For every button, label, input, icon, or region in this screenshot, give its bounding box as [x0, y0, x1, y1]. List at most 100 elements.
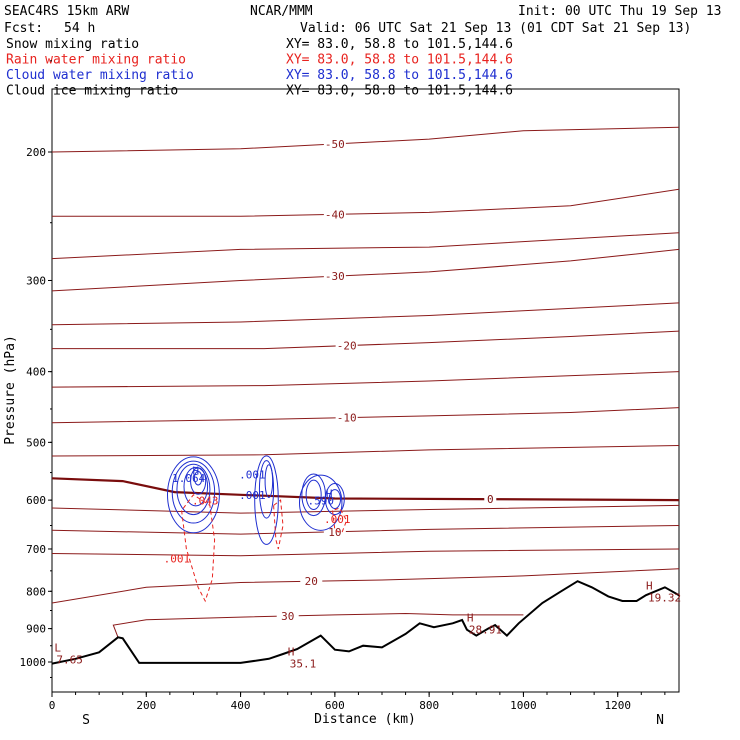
y-tick-label: 1000 [20, 656, 47, 669]
isotherm-line [52, 525, 679, 535]
extremum-value: 7.65 [56, 654, 83, 667]
y-tick-label: 300 [26, 274, 46, 287]
extremum-mark: H [288, 646, 295, 659]
rain-contour [181, 494, 216, 603]
isotherm-label: -30 [325, 270, 345, 283]
cloud-water-label: H [326, 487, 333, 500]
y-tick-label: 900 [26, 623, 46, 636]
cloud-water-label: .001 [239, 489, 266, 502]
cloud-water-label: 1.064 [172, 472, 205, 485]
rain-label: .043 [192, 494, 219, 507]
extremum-mark: L [54, 642, 61, 655]
cloud-water-contour [167, 456, 220, 534]
isotherm-line [52, 302, 679, 326]
legend-entry-coords: XY= 83.0, 58.8 to 101.5,144.6 [286, 84, 513, 99]
field-legend: Snow mixing ratio XY= 83.0, 58.8 to 101.5… [6, 37, 513, 99]
isotherm-line [52, 248, 679, 292]
isotherm-line [52, 232, 679, 260]
rain-contour [273, 499, 284, 550]
isotherm-label: -10 [337, 412, 357, 425]
rain-contour [332, 507, 348, 534]
isotherm-line [52, 330, 679, 350]
y-tick-label: 800 [26, 585, 46, 598]
start-point-label: S [82, 713, 90, 728]
label-mask [276, 610, 299, 622]
isotherm-line [52, 548, 679, 557]
isotherm-line [52, 568, 679, 604]
label-mask [323, 137, 346, 149]
label-mask [335, 339, 358, 351]
init-time: Init: 00 UTC Thu 19 Sep 13 [518, 4, 722, 19]
forecast-label: Fcst: [4, 21, 43, 36]
legend-entry-coords: XY= 83.0, 58.8 to 101.5,144.6 [286, 68, 513, 83]
x-tick-label: 1000 [510, 699, 537, 712]
isotherm-line [52, 445, 679, 457]
y-tick-label: 600 [26, 494, 46, 507]
isotherm-label: -50 [325, 138, 345, 151]
cloud-water-contour [176, 463, 211, 516]
cloud-water-contour [264, 464, 274, 498]
isotherm-line [52, 407, 679, 424]
isotherm-label: 20 [305, 575, 318, 588]
legend-entry-coords: XY= 83.0, 58.8 to 101.5,144.6 [286, 53, 513, 68]
label-mask [484, 492, 497, 505]
axes: 0 200 400 600 800 1000 12002003004005006007008… [20, 60, 666, 712]
org-label: NCAR/MMM [250, 4, 313, 19]
cloud-water-contour [305, 479, 322, 510]
isotherm-line [52, 188, 679, 217]
y-tick-label: 200 [26, 146, 46, 159]
label-mask [335, 411, 358, 423]
rain-label: .001 [164, 552, 191, 565]
freezing-level-label: 0 [487, 493, 494, 506]
terrain-line [51, 580, 680, 665]
legend-entry-name: Rain water mixing ratio [6, 53, 186, 68]
extremum-value: 35.1 [290, 658, 317, 671]
freezing-level-line [52, 477, 679, 502]
cloud-water-contour [324, 483, 345, 516]
cloud-water-label: H [192, 464, 199, 477]
extremum-value: 28.91 [469, 623, 502, 636]
cloud-water-label: .001 [239, 468, 266, 481]
legend-entry-coords: XY= 83.0, 58.8 to 101.5,144.6 [286, 37, 513, 52]
label-mask [323, 208, 346, 220]
isotherm-line [52, 504, 679, 514]
x-tick-label: 200 [136, 699, 156, 712]
cloud-water-contour [193, 471, 203, 486]
cloud-water-contour [258, 460, 275, 519]
label-mask [323, 525, 346, 537]
x-axis-label: Distance (km) [314, 712, 416, 727]
x-tick-label: 400 [231, 699, 251, 712]
cloud-water-contour [299, 474, 343, 531]
forecast-hours: 54 h [64, 21, 95, 36]
hydrometeor-contours: H1.064.001.001 H.590.043.001.001 [164, 455, 351, 603]
isotherm-label: 10 [328, 526, 341, 539]
extremum-value: 19.32 [648, 591, 681, 604]
y-tick-label: 700 [26, 543, 46, 556]
isotherm-label: 30 [281, 610, 294, 623]
end-point-label: N [656, 713, 664, 728]
y-tick-label: 500 [26, 436, 46, 449]
x-tick-label: 0 [49, 699, 56, 712]
cloud-water-contour [190, 467, 207, 495]
rain-label: .001 [324, 513, 351, 526]
valid-time: Valid: 06 UTC Sat 21 Sep 13 (01 CDT Sat … [300, 21, 691, 36]
legend-entry-name: Snow mixing ratio [6, 37, 139, 52]
label-mask [323, 270, 346, 282]
isotherm-line [52, 126, 679, 153]
y-tick-label: 400 [26, 366, 46, 379]
label-mask [300, 575, 323, 587]
isotherm-label: -40 [325, 208, 345, 221]
cloud-water-contour [328, 489, 342, 509]
legend-entry-name: Cloud water mixing ratio [6, 68, 194, 83]
isotherm-line [112, 612, 524, 638]
cloud-water-contour [183, 466, 209, 507]
y-axis-label: Pressure (hPa) [3, 335, 18, 445]
model-title: SEAC4RS 15km ARW [4, 4, 129, 19]
x-tick-label: 600 [325, 699, 345, 712]
cloud-water-label: .590 [307, 494, 334, 507]
extremum-mark: H [646, 579, 653, 592]
plot-frame [51, 88, 680, 693]
